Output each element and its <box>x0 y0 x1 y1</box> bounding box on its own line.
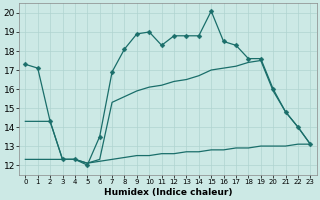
X-axis label: Humidex (Indice chaleur): Humidex (Indice chaleur) <box>104 188 232 197</box>
